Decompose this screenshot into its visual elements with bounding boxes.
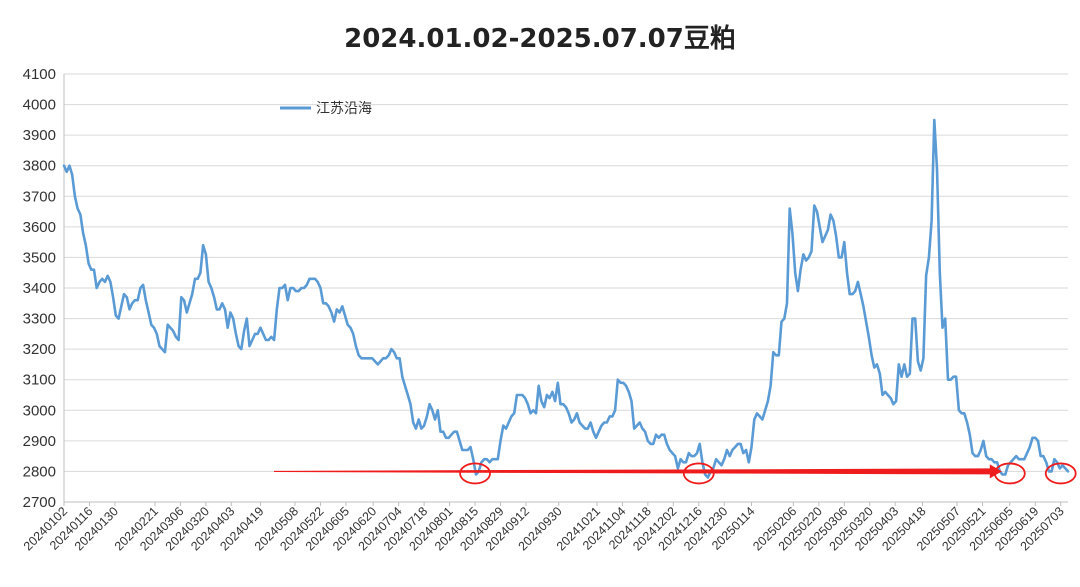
y-tick-label: 2900 (23, 433, 56, 450)
y-tick-label: 3900 (23, 127, 56, 144)
y-tick-label: 3200 (23, 341, 56, 358)
series-line-jiangsu-coastal (62, 118, 1070, 479)
low-point-circle (459, 462, 491, 485)
y-tick-label: 3400 (23, 280, 56, 297)
low-point-circle (1044, 462, 1077, 485)
legend: 江苏沿海 (280, 101, 372, 117)
series-layer (62, 118, 1070, 479)
y-tick-label: 3800 (23, 158, 56, 175)
grid-lines (64, 73, 1068, 472)
y-tick-label: 2700 (23, 494, 56, 511)
y-tick-label: 3600 (23, 219, 56, 236)
y-tick-label: 3500 (23, 249, 56, 266)
x-axis-tick-labels: 2024010220240116202401302024022120240306… (21, 504, 1067, 553)
y-axis-tick-labels: 2700 2800 2900 3000 3100 3200 3300 3400 3500 3600… (23, 66, 56, 511)
annotations (274, 462, 1077, 485)
axes (63, 74, 1068, 506)
y-tick-label: 4100 (23, 66, 56, 83)
y-tick-label: 3100 (23, 372, 56, 389)
y-tick-label: 3000 (23, 402, 56, 419)
trend-arrow (274, 464, 1002, 479)
low-point-circle (993, 462, 1026, 485)
y-tick-label: 3700 (23, 188, 56, 205)
legend-label: 江苏沿海 (316, 101, 372, 117)
y-tick-label: 3300 (23, 311, 56, 328)
y-tick-label: 4000 (23, 97, 56, 114)
y-tick-label: 2800 (23, 463, 56, 480)
low-point-circle (682, 462, 715, 485)
chart-title: 2024.01.02-2025.07.07豆粕 (344, 24, 736, 54)
